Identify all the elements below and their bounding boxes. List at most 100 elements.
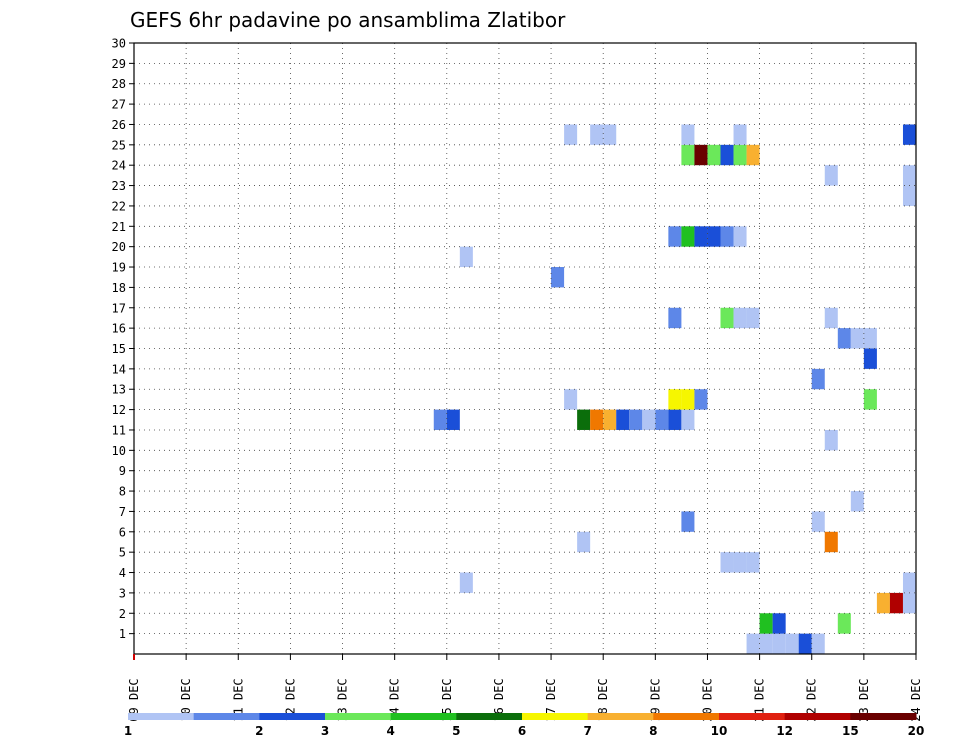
precip-cell [785, 633, 799, 654]
precip-cell [902, 572, 916, 593]
precip-cell [772, 613, 786, 634]
precip-cell [681, 409, 695, 430]
x-tick-label: 20 DEC [700, 678, 714, 721]
precip-cell [694, 389, 708, 410]
precip-cell [720, 552, 734, 573]
colorbar-swatch [653, 713, 720, 720]
precip-cell [863, 328, 877, 349]
precip-cell [564, 389, 578, 410]
precip-cell [772, 633, 786, 654]
precip-cell [746, 307, 760, 329]
colorbar-swatch [259, 713, 326, 720]
y-tick-label: 5 [119, 546, 126, 560]
precip-cell [733, 144, 747, 166]
precip-cell [889, 592, 903, 614]
colorbar-label: 4 [386, 724, 394, 738]
precip-cell [603, 124, 617, 145]
precip-cell [681, 511, 695, 532]
precip-cell [850, 491, 864, 512]
colorbar-swatch [456, 713, 523, 720]
x-tick-label: 24 DEC [909, 678, 923, 721]
colorbar-label: 1 [124, 724, 132, 738]
x-tick-label: 22 DEC [805, 678, 819, 721]
grid-layer [134, 42, 916, 654]
y-tick-label: 25 [112, 138, 126, 152]
colorbar-swatch [390, 713, 457, 720]
x-tick-label: 21 DEC [753, 678, 767, 721]
precip-cell [759, 633, 773, 654]
precip-cell [707, 226, 721, 247]
precip-cell [603, 409, 617, 430]
y-tick-label: 13 [112, 383, 126, 397]
y-tick-label: 8 [119, 485, 126, 499]
precip-cell [720, 226, 734, 247]
precip-cell [824, 429, 838, 451]
precip-cell [694, 144, 708, 166]
y-tick-label: 12 [112, 403, 126, 417]
y-axis: 1234567891011121314151617181920212223242… [112, 37, 134, 641]
precip-cell [707, 144, 721, 166]
y-tick-label: 19 [112, 261, 126, 275]
x-axis: 09 DEC 10 DEC 11 DEC 12 DEC 13 DEC 14 DEC 15 D… [127, 654, 923, 722]
precip-cell [577, 409, 591, 430]
precip-cell [668, 389, 682, 410]
precip-cell [811, 368, 825, 390]
y-tick-label: 17 [112, 301, 126, 315]
precip-cell [459, 246, 473, 268]
y-tick-label: 23 [112, 179, 126, 193]
precip-cell [746, 633, 760, 654]
precip-cell [837, 328, 851, 349]
precip-cell [811, 511, 825, 532]
y-tick-label: 26 [112, 118, 126, 132]
x-tick-label: 18 DEC [596, 678, 610, 721]
precip-cell [446, 409, 460, 430]
y-tick-label: 22 [112, 199, 126, 213]
y-tick-label: 10 [112, 444, 126, 458]
y-tick-label: 29 [112, 57, 126, 71]
precip-cell [720, 307, 734, 329]
precip-cell [668, 409, 682, 430]
y-tick-label: 30 [112, 37, 126, 51]
y-tick-label: 28 [112, 77, 126, 91]
cells-layer [433, 124, 916, 654]
x-tick-label: 13 DEC [336, 678, 350, 721]
precip-cell [850, 328, 864, 349]
precip-cell [433, 409, 447, 430]
y-tick-label: 24 [112, 159, 126, 173]
x-tick-label: 15 DEC [440, 678, 454, 721]
precip-cell [681, 226, 695, 247]
y-tick-label: 4 [119, 566, 126, 580]
precip-cell [902, 124, 916, 145]
x-tick-label: 09 DEC [127, 678, 141, 721]
colorbar-swatch [719, 713, 786, 720]
precip-cell [733, 124, 747, 145]
precip-cell [551, 267, 565, 288]
colorbar-label: 2 [255, 724, 263, 738]
colorbar-swatch [784, 713, 851, 720]
precip-cell [681, 389, 695, 410]
precip-cell [694, 226, 708, 247]
precip-cell [564, 124, 578, 145]
colorbar-label: 5 [452, 724, 460, 738]
colorbar-label: 6 [518, 724, 526, 738]
colorbar-swatch [193, 713, 260, 720]
y-tick-label: 20 [112, 240, 126, 254]
colorbar-swatch [850, 713, 917, 720]
y-tick-label: 6 [119, 525, 126, 539]
precip-cell [902, 165, 916, 186]
colorbar-label: 7 [583, 724, 591, 738]
precip-cell [902, 185, 916, 206]
colorbar-label: 3 [321, 724, 329, 738]
y-tick-label: 15 [112, 342, 126, 356]
y-tick-label: 16 [112, 322, 126, 336]
precip-cell [811, 633, 825, 654]
precip-cell [863, 348, 877, 369]
precip-cell [733, 307, 747, 329]
x-tick-label: 10 DEC [179, 678, 193, 721]
y-tick-label: 3 [119, 586, 126, 600]
precip-cell [616, 409, 630, 430]
precip-cell [824, 307, 838, 329]
precip-cell [655, 409, 669, 430]
precip-cell [746, 144, 760, 166]
